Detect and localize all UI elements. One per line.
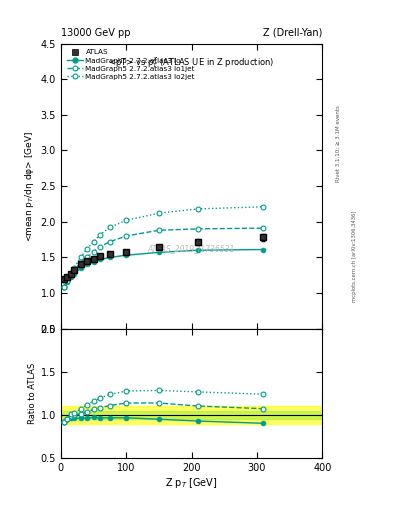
Text: Rivet 3.1.10; ≥ 3.1M events: Rivet 3.1.10; ≥ 3.1M events bbox=[336, 105, 341, 182]
Y-axis label: <mean p$_T$/dη dφ> [GeV]: <mean p$_T$/dη dφ> [GeV] bbox=[24, 131, 37, 242]
Text: ATLAS_2019_I1736531: ATLAS_2019_I1736531 bbox=[148, 244, 235, 253]
Bar bbox=[61, 407, 322, 424]
Text: mcplots.cern.ch [arXiv:1306.3436]: mcplots.cern.ch [arXiv:1306.3436] bbox=[352, 210, 357, 302]
Text: <pT> vs p$_T^Z$ (ATLAS UE in Z production): <pT> vs p$_T^Z$ (ATLAS UE in Z productio… bbox=[108, 55, 275, 70]
Bar bbox=[61, 411, 322, 419]
X-axis label: Z p$_T$ [GeV]: Z p$_T$ [GeV] bbox=[165, 476, 218, 490]
Legend: ATLAS, MadGraph5 2.7.2.atlas3 lo, MadGraph5 2.7.2.atlas3 lo1jet, MadGraph5 2.7.2: ATLAS, MadGraph5 2.7.2.atlas3 lo, MadGra… bbox=[64, 47, 197, 82]
Text: 13000 GeV pp: 13000 GeV pp bbox=[61, 28, 130, 38]
Text: Z (Drell-Yan): Z (Drell-Yan) bbox=[263, 28, 322, 38]
Y-axis label: Ratio to ATLAS: Ratio to ATLAS bbox=[28, 363, 37, 424]
